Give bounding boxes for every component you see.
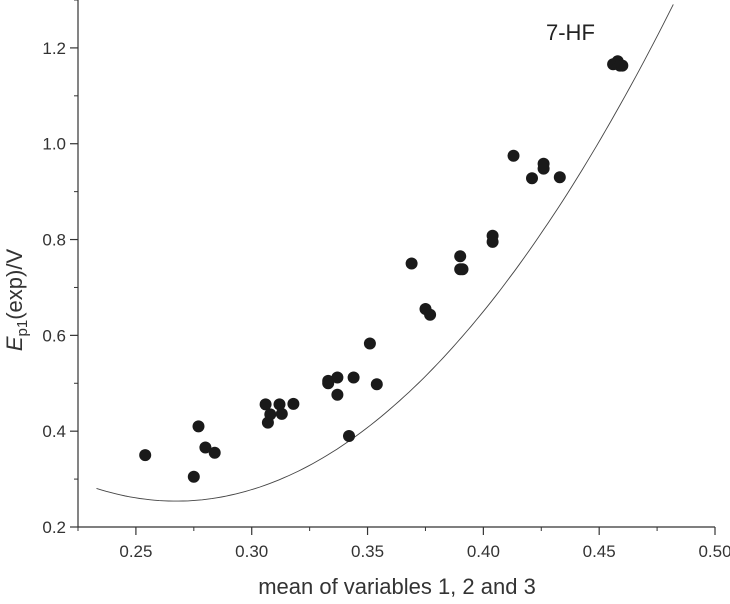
y-tick-label: 0.8 (42, 231, 66, 250)
y-axis-title-rest: (exp)/V (2, 249, 27, 320)
data-point (456, 263, 469, 276)
data-point (347, 371, 360, 384)
y-axis-title-subscript: p1 (14, 320, 31, 337)
fit-curve (96, 4, 674, 502)
data-point (192, 420, 205, 433)
data-point (507, 149, 520, 162)
data-point (187, 470, 200, 483)
data-point (526, 172, 538, 185)
data-point (363, 337, 376, 350)
data-point (405, 257, 418, 270)
data-point (343, 430, 355, 442)
data-point (553, 171, 566, 184)
x-axis-title: mean of variables 1, 2 and 3 (258, 574, 536, 599)
data-point (331, 371, 344, 384)
data-point (275, 407, 288, 420)
x-tick-label: 0.40 (467, 542, 500, 561)
y-tick-label: 1.2 (42, 39, 66, 58)
annotation-7-hf: 7-HF (546, 20, 595, 45)
data-point (454, 250, 467, 263)
data-point (287, 397, 300, 410)
data-points (139, 55, 629, 483)
data-point (322, 374, 335, 387)
data-point (264, 408, 277, 421)
data-point (273, 398, 286, 411)
y-tick-label: 0.2 (42, 518, 66, 537)
x-tick-label: 0.50 (698, 542, 730, 561)
y-axis-title: Ep1(exp)/V (2, 249, 31, 352)
y-axis-title-symbol: E (2, 336, 27, 351)
x-tick-label: 0.45 (583, 542, 616, 561)
data-point (537, 162, 550, 175)
data-point (199, 441, 212, 454)
y-tick-label: 1.0 (42, 135, 66, 154)
x-tick-label: 0.35 (351, 542, 384, 561)
data-point (139, 449, 152, 462)
data-point (616, 59, 629, 72)
x-tick-label: 0.25 (119, 542, 152, 561)
x-tick-label: 0.30 (235, 542, 268, 561)
data-point (208, 446, 221, 459)
x-ticks: 0.25 0.30 0.35 0.40 0.45 0.50 (77, 527, 730, 561)
data-point (486, 235, 499, 248)
data-point (424, 308, 437, 321)
plot-area: 0.25 0.30 0.35 0.40 0.45 0.50 0.2 0.4 0.6 0.8 1.0… (42, 0, 730, 561)
data-point (370, 378, 383, 391)
data-point (331, 388, 344, 401)
data-point (259, 398, 272, 411)
y-tick-label: 0.4 (42, 422, 66, 441)
y-tick-label: 0.6 (42, 326, 66, 345)
y-ticks: 0.2 0.4 0.6 0.8 1.0 1.2 (42, 0, 78, 537)
